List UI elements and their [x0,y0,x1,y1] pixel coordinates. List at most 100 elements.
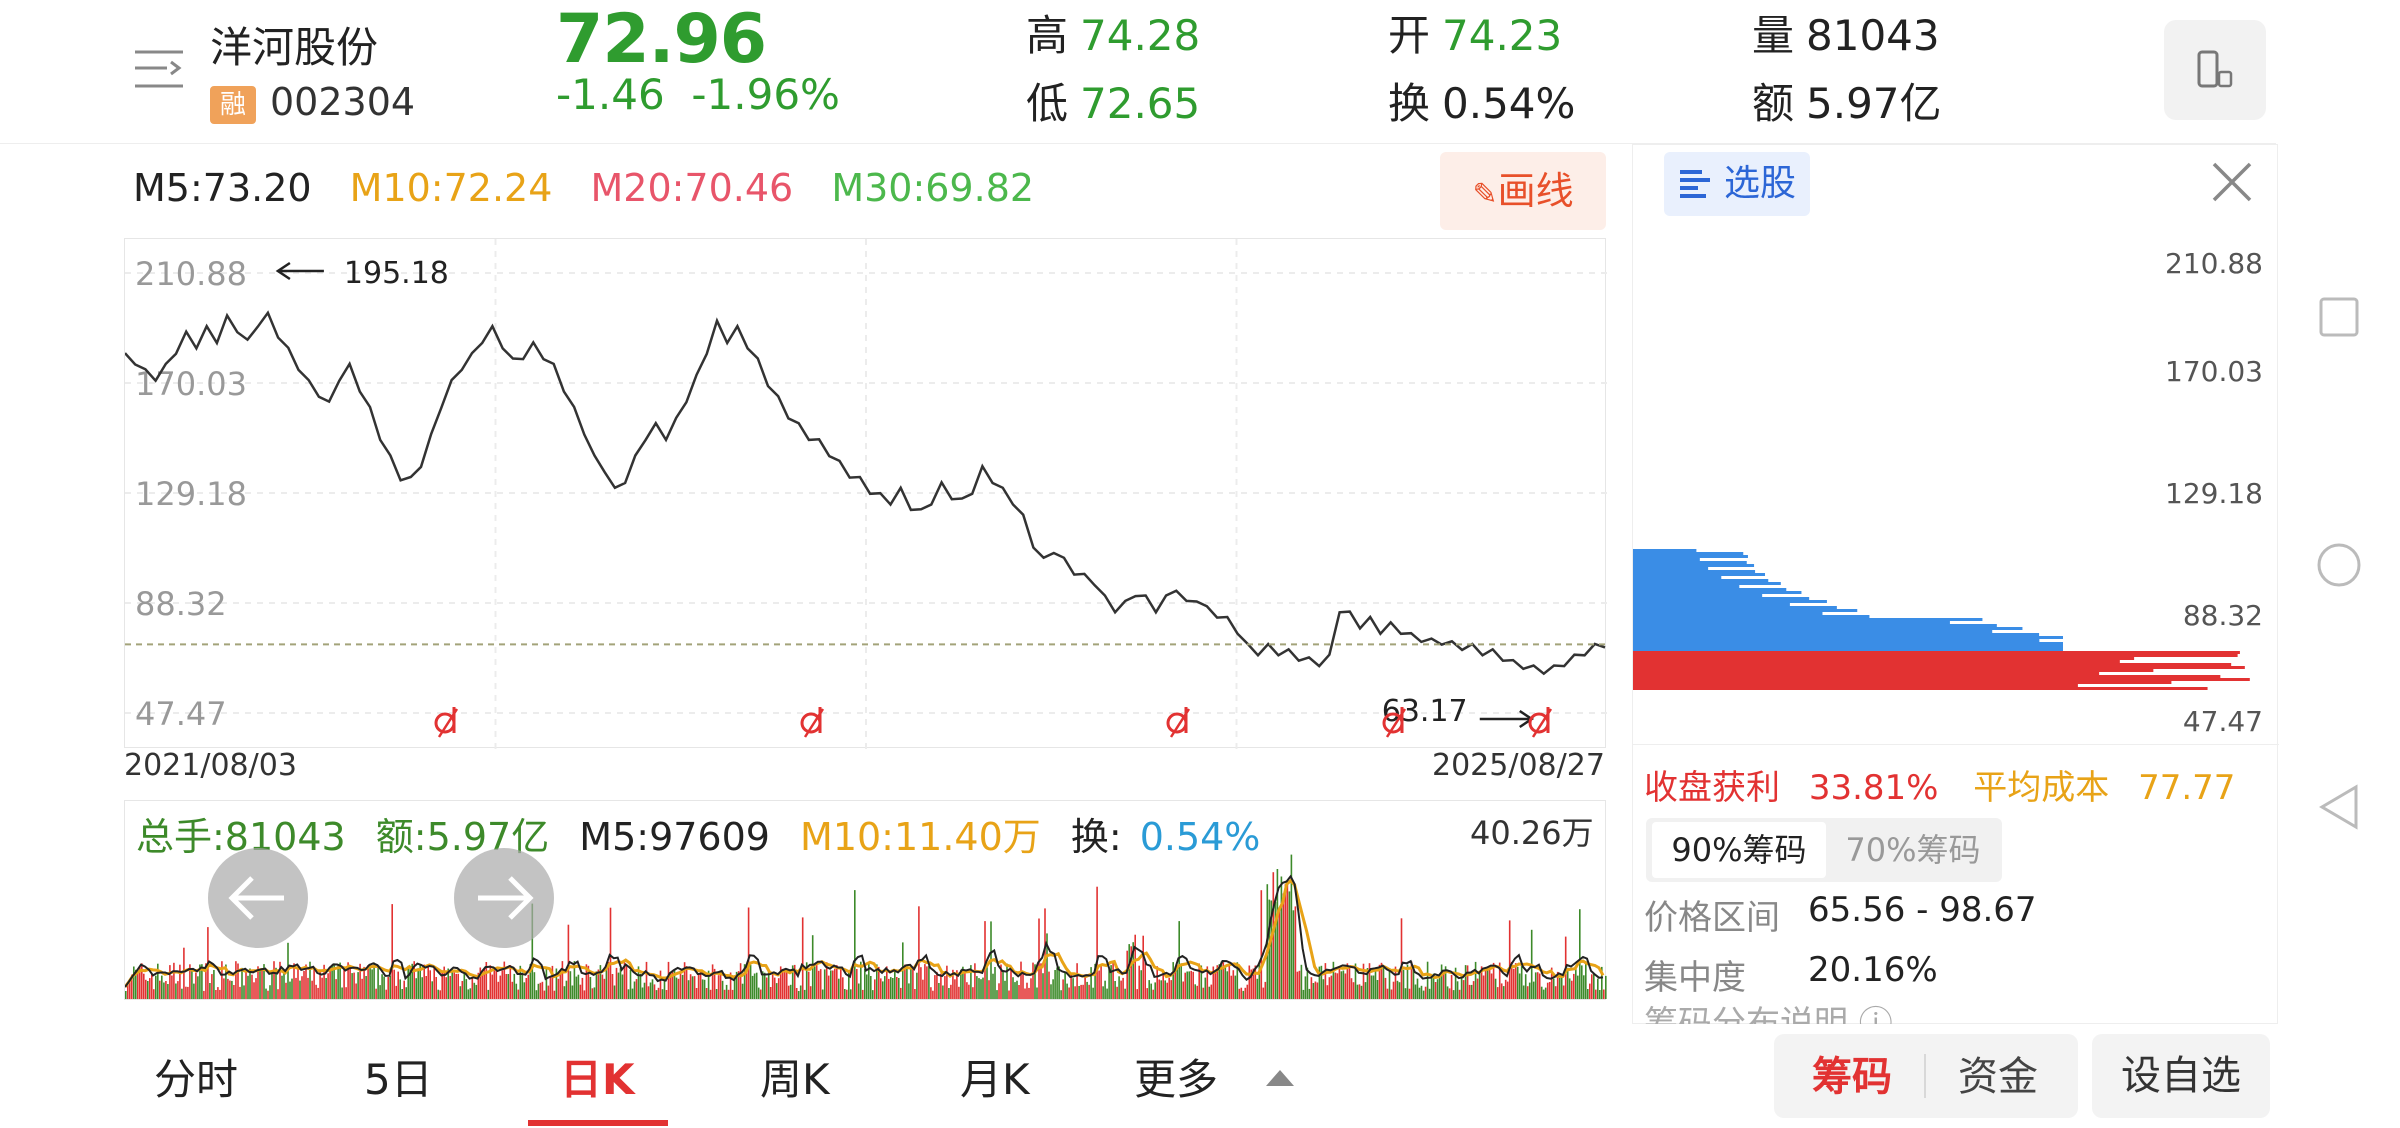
volume-bar [922,979,924,999]
volume-bar [595,971,598,999]
tab-90-chip[interactable]: 90%筹码 [1652,822,1826,878]
add-favorite-button[interactable]: 设自选 [2092,1034,2270,1118]
chip-bar-loss [1633,612,1823,615]
volume-bar [277,989,279,999]
volume-bar [1140,970,1142,999]
volume-bar [1538,973,1541,999]
chip-bar-loss [1633,561,1747,564]
volume-bar [1274,901,1277,999]
volume-bar [1356,984,1359,999]
volume-bar [1394,966,1397,999]
volume-bar [864,968,866,999]
volume-bar [1472,981,1475,999]
volume-bar [179,964,181,999]
volume-bar [145,979,147,999]
volume-bar [313,968,315,999]
volume-bar [1100,966,1102,999]
landscape-toggle-button[interactable] [2164,20,2266,120]
tab-70-chip[interactable]: 70%筹码 [1845,831,1981,869]
volume-bar [279,961,281,999]
volume-bar [1428,988,1431,999]
tab-daily-k[interactable]: 日K [560,1055,635,1104]
chip-help-link[interactable]: 筹码分布说明 ⓘ [1644,1004,1893,1024]
scroll-right-button[interactable] [454,848,554,948]
volume-bar [659,970,662,999]
volume-bar [195,972,197,999]
volume-bar [1554,986,1557,999]
volume-bar [914,989,916,999]
volume-bar [125,991,127,999]
volume-bar [357,972,359,999]
volume-bar [1406,964,1409,999]
tab-more[interactable]: 更多 [1134,1055,1219,1104]
volume-bar [719,971,722,999]
volume-bar [519,965,522,999]
volume-bar [1180,963,1182,999]
volume-bar [1164,980,1166,999]
volume-bar [635,979,638,999]
volume-bar [1532,981,1535,999]
volume-bar [1510,961,1513,999]
volume-bar [693,976,696,999]
volume-bar [651,979,654,999]
tab-intraday[interactable]: 分时 [154,1055,239,1104]
volume-max-label: 40.26万 [1470,814,1594,852]
volume-bar [435,977,437,999]
volume-bar [956,970,958,999]
volume-bar [1278,908,1281,999]
draw-line-button[interactable]: ✎画线 [1440,152,1606,230]
volume-bar [876,964,878,999]
margin-badge: 融 [210,86,256,124]
volume-bar [679,970,682,999]
volume-bar [986,963,988,999]
funds-button[interactable]: 资金 [1958,1054,2038,1100]
volume-bar [1232,970,1235,999]
volume-bar [751,975,754,999]
volume-bar [307,977,309,999]
volume-bar [1154,982,1156,999]
volume-bar [1016,980,1018,999]
volume-bar [854,890,856,999]
price-chart[interactable]: 210.88 170.03 129.18 88.32 47.47 195.18 63.17 [124,238,1607,749]
volume-bar [1350,978,1353,999]
chip-button[interactable]: 筹码 [1812,1054,1892,1100]
volume-bar [615,967,618,999]
volume-bar [201,964,203,999]
tab-weekly-k[interactable]: 周K [760,1055,830,1104]
ma10-label: M10:72.24 [349,166,553,210]
volume-bar [323,964,325,999]
volume-bar [1414,984,1417,999]
volume-bar [1372,975,1375,999]
volume-bar [813,966,816,999]
volume-bar [1014,982,1016,999]
volume-bar [1398,982,1401,999]
volume-bar [1242,990,1245,999]
volume-bar [848,970,850,999]
volume-bar [1502,986,1505,999]
back-icon[interactable] [2318,784,2360,830]
volume-bar [197,976,199,999]
volume-bar [203,990,205,999]
help-icon: ⓘ [1848,1004,1893,1024]
stock-picker-button[interactable]: 选股 [1664,152,1810,216]
volume-bar [725,984,728,999]
menu-icon[interactable] [133,46,185,92]
tab-5day[interactable]: 5日 [364,1055,433,1104]
chip-distribution-svg: 210.88 170.03 129.18 88.32 47.47 [1633,247,2279,745]
volume-bar [1252,968,1255,999]
volume-bar [799,985,802,999]
caret-up-icon[interactable] [1264,1068,1296,1088]
volume-bar [1444,966,1447,999]
volume-bar [1458,989,1461,999]
close-icon[interactable] [2208,158,2256,206]
volume-chart[interactable] [123,800,1607,1000]
scroll-left-button[interactable] [208,848,308,948]
volume-bar [900,987,902,999]
volume-bar [451,967,453,999]
tab-monthly-k[interactable]: 月K [960,1055,1030,1104]
volume-bar [231,980,233,999]
volume-bar [1044,908,1046,999]
volume-bar [503,961,506,999]
home-icon[interactable] [2316,542,2362,588]
recent-apps-icon[interactable] [2318,296,2360,338]
